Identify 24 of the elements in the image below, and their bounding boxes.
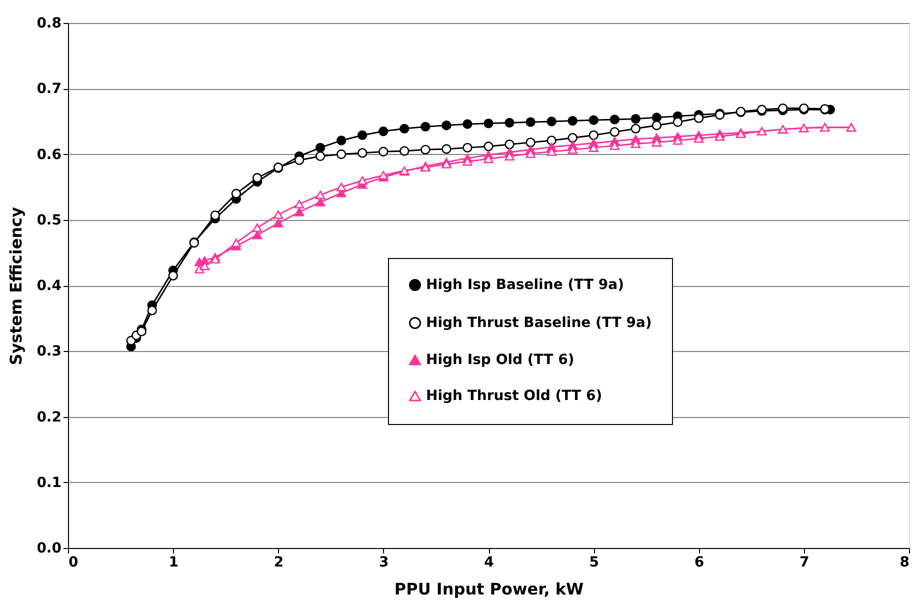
y-tick-label: 0.4 [36, 278, 62, 294]
y-tick-label: 0.5 [36, 212, 62, 228]
x-tick-label: 6 [694, 554, 704, 570]
x-axis-title: PPU Input Power, kW [394, 580, 584, 598]
x-tick-label: 8 [900, 554, 910, 570]
y-tick-label: 0.1 [36, 474, 62, 491]
x-tick-label: 2 [274, 554, 284, 570]
y-tick-label: 0.8 [36, 16, 62, 32]
x-tick-label: 1 [168, 554, 178, 570]
legend-label: High Thrust Baseline (TT 9a) [426, 315, 652, 331]
x-tick-label: 5 [589, 554, 599, 570]
y-axis-title: System Efficiency [6, 206, 26, 366]
legend-label: High Isp Old (TT 6) [426, 352, 574, 368]
legend-label: High Isp Baseline (TT 9a) [426, 277, 624, 293]
y-tick-label: 0.6 [36, 146, 62, 163]
y-tick-label: 0.2 [36, 409, 62, 426]
y-tick-label: 0.3 [36, 344, 62, 360]
x-tick-label: 0 [68, 554, 78, 570]
x-tick-label: 7 [800, 554, 810, 570]
x-tick-label: 4 [484, 554, 494, 570]
x-tick-label: 3 [379, 554, 389, 570]
legend-label: High Thrust Old (TT 6) [426, 388, 602, 404]
y-tick-label: 0.7 [36, 81, 62, 98]
y-tick-label: 0.0 [36, 540, 62, 556]
